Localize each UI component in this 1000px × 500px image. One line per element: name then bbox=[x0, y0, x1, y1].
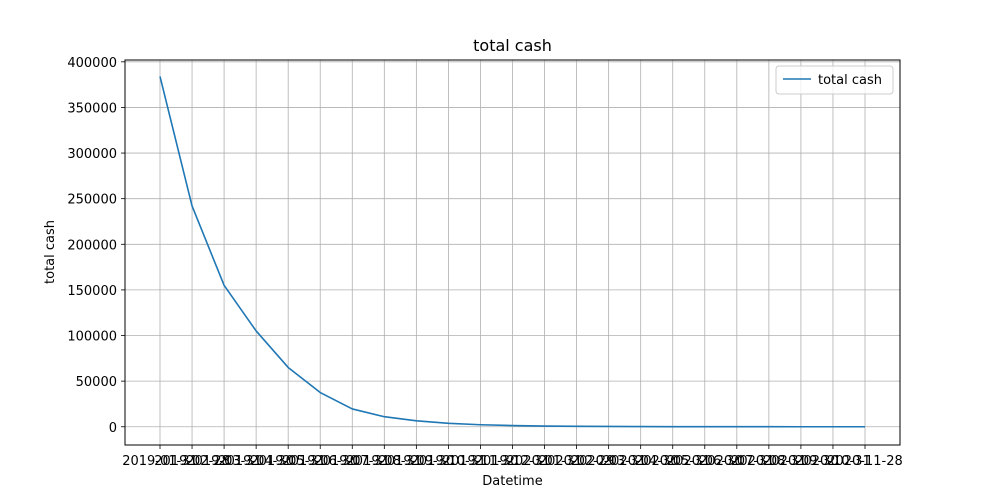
x-tick-label: 2019-01-31 bbox=[122, 454, 198, 469]
y-tick-label: 400000 bbox=[67, 56, 117, 71]
x-tick-label: 2020-01-31 bbox=[507, 454, 583, 469]
x-axis-label: Datetime bbox=[482, 474, 542, 489]
x-tick-label: 2020-10-31 bbox=[795, 454, 871, 469]
x-tick-label: 2020-03-31 bbox=[571, 454, 647, 469]
x-tick-label: 2020-11-28 bbox=[827, 454, 903, 469]
x-tick-label: 2019-12-31 bbox=[475, 454, 551, 469]
grid-layer bbox=[125, 60, 900, 445]
x-tick-label: 2019-09-30 bbox=[379, 454, 455, 469]
y-tick-label: 50000 bbox=[76, 375, 117, 390]
x-tick-label: 2019-03-31 bbox=[186, 454, 262, 469]
y-tick-label: 200000 bbox=[67, 238, 117, 253]
x-tick-label: 2019-04-30 bbox=[218, 454, 294, 469]
series-layer bbox=[159, 76, 866, 428]
legend-entry-total-cash: total cash bbox=[818, 73, 882, 88]
y-axis-ticks: 0 50000 100000 150000 200000 250000 300000 3500… bbox=[67, 56, 125, 436]
legend: total cash bbox=[775, 65, 894, 95]
x-axis-ticks: 2019-01-312019-02-282019-03-312019-04-30… bbox=[122, 445, 903, 469]
x-tick-label: 2019-07-31 bbox=[314, 454, 390, 469]
x-tick-label: 2019-06-30 bbox=[282, 454, 358, 469]
y-tick-label: 300000 bbox=[67, 147, 117, 162]
y-tick-label: 250000 bbox=[67, 193, 117, 208]
y-tick-label: 350000 bbox=[67, 101, 117, 116]
x-tick-label: 2020-04-30 bbox=[603, 454, 679, 469]
x-tick-label: 2019-02-28 bbox=[154, 454, 230, 469]
x-tick-label: 2020-08-31 bbox=[731, 454, 807, 469]
y-tick-label: 100000 bbox=[67, 330, 117, 345]
x-tick-label: 2019-08-31 bbox=[347, 454, 423, 469]
series-line-total-cash bbox=[159, 76, 866, 428]
x-tick-label: 2019-11-30 bbox=[443, 454, 519, 469]
x-tick-label: 2020-02-29 bbox=[539, 454, 615, 469]
x-tick-label: 2020-05-31 bbox=[635, 454, 711, 469]
y-axis-label: total cash bbox=[43, 220, 58, 284]
x-tick-label: 2020-07-31 bbox=[699, 454, 775, 469]
x-tick-label: 2019-05-31 bbox=[250, 454, 326, 469]
y-tick-label: 0 bbox=[109, 421, 117, 436]
chart-title: total cash bbox=[473, 36, 552, 55]
x-tick-label: 2019-10-31 bbox=[411, 454, 487, 469]
y-tick-label: 150000 bbox=[67, 284, 117, 299]
x-tick-label: 2020-06-30 bbox=[667, 454, 743, 469]
legend-box bbox=[775, 65, 894, 95]
x-tick-label: 2020-09-30 bbox=[763, 454, 839, 469]
